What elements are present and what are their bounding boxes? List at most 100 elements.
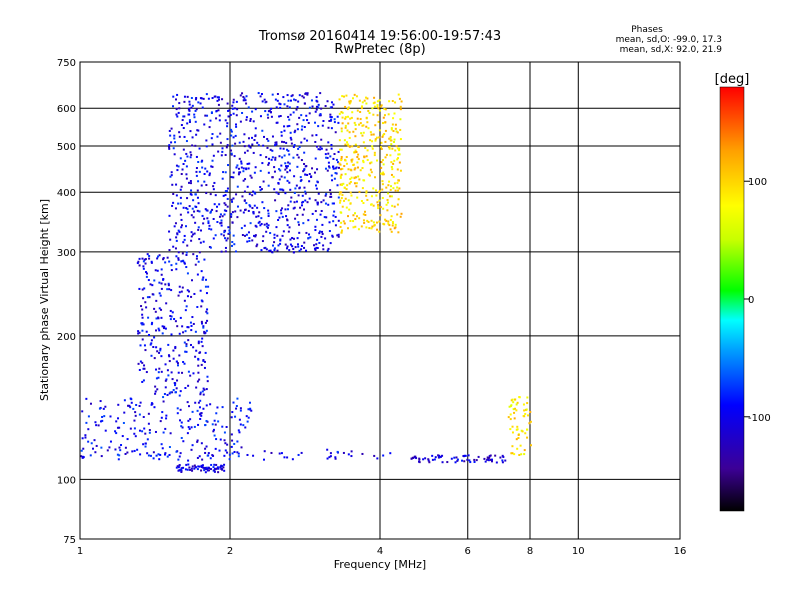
data-point: [246, 420, 249, 423]
data-point: [172, 349, 175, 352]
data-point: [123, 411, 126, 414]
data-point: [254, 192, 257, 195]
data-point: [317, 106, 320, 109]
data-point: [265, 100, 268, 103]
data-point: [370, 203, 373, 206]
data-point: [320, 209, 323, 212]
data-point: [259, 189, 262, 192]
data-point: [293, 144, 296, 147]
data-point: [167, 354, 170, 357]
data-point: [344, 116, 347, 119]
data-point: [197, 101, 200, 104]
data-point: [205, 139, 208, 142]
data-point: [177, 371, 180, 374]
data-point: [399, 108, 402, 111]
data-point: [175, 113, 178, 116]
data-point: [371, 140, 374, 143]
data-point: [176, 465, 179, 468]
stats-title: Phases: [631, 25, 663, 35]
data-point: [162, 327, 165, 330]
data-point: [200, 469, 203, 472]
data-point: [297, 223, 300, 226]
data-point: [347, 144, 350, 147]
data-point: [191, 316, 194, 319]
data-point: [399, 118, 402, 121]
data-point: [207, 220, 210, 223]
data-point: [315, 187, 318, 190]
data-point: [186, 122, 189, 125]
data-point: [389, 188, 392, 191]
data-point: [477, 455, 480, 458]
data-point: [382, 134, 385, 137]
data-point: [390, 127, 393, 130]
data-point: [322, 199, 325, 202]
data-point: [168, 446, 171, 449]
data-point: [363, 99, 366, 102]
data-point: [380, 141, 383, 144]
data-point: [196, 196, 199, 199]
data-point: [199, 393, 202, 396]
data-point: [176, 169, 179, 172]
data-point: [266, 138, 269, 141]
data-point: [262, 458, 265, 461]
data-point: [339, 176, 342, 179]
data-point: [363, 221, 366, 224]
data-point: [196, 273, 199, 276]
data-point: [196, 209, 199, 212]
data-point: [267, 139, 270, 142]
data-point: [356, 166, 359, 169]
data-point: [333, 121, 336, 124]
data-point: [190, 97, 193, 100]
data-point: [389, 136, 392, 139]
data-point: [235, 114, 238, 117]
data-point: [373, 454, 376, 457]
data-point: [196, 456, 199, 459]
data-point: [350, 194, 353, 197]
data-point: [270, 451, 273, 454]
data-point: [139, 360, 142, 363]
data-point: [356, 117, 359, 120]
data-point: [336, 184, 339, 187]
data-point: [174, 320, 177, 323]
data-point: [244, 208, 247, 211]
data-point: [383, 223, 386, 226]
data-point: [385, 219, 388, 222]
data-point: [177, 111, 180, 114]
data-point: [173, 381, 176, 384]
data-point: [294, 217, 297, 220]
data-point: [194, 193, 197, 196]
data-point: [388, 100, 391, 103]
data-point: [382, 163, 385, 166]
x-tick-label: 1: [77, 546, 83, 557]
data-point: [292, 207, 295, 210]
data-point: [380, 104, 383, 107]
data-point: [147, 454, 150, 457]
data-point: [282, 230, 285, 233]
data-point: [385, 153, 388, 156]
data-point: [180, 470, 183, 473]
data-point: [294, 187, 297, 190]
data-point: [276, 234, 279, 237]
data-point: [366, 198, 369, 201]
data-point: [240, 446, 243, 449]
data-point: [209, 119, 212, 122]
data-point: [370, 133, 373, 136]
data-point: [118, 454, 121, 457]
data-point: [160, 316, 163, 319]
data-point: [212, 185, 215, 188]
data-point: [156, 350, 159, 353]
data-point: [188, 119, 191, 122]
data-point: [372, 204, 375, 207]
data-point: [330, 143, 333, 146]
data-point: [316, 238, 319, 241]
data-point: [330, 101, 333, 104]
data-point: [275, 226, 278, 229]
data-point: [241, 234, 244, 237]
data-point: [203, 469, 206, 472]
data-point: [399, 215, 402, 218]
data-point: [336, 234, 339, 237]
data-point: [202, 325, 205, 328]
data-point: [114, 430, 117, 433]
data-point: [206, 319, 209, 322]
data-point: [143, 427, 146, 430]
